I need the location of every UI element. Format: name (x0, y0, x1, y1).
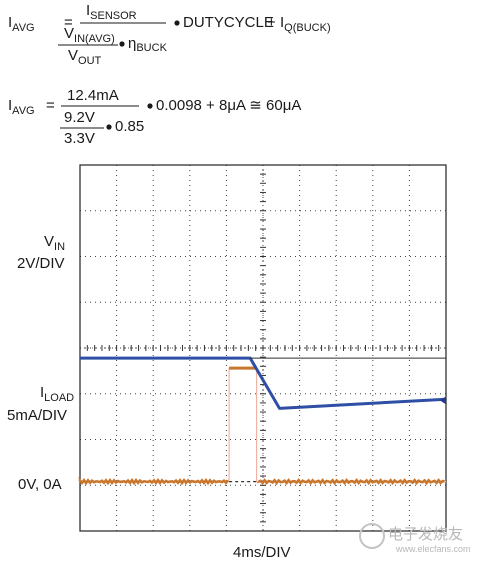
eq1-vout: VOUT (68, 47, 102, 67)
scope-labels: VIN 2V/DIV ILOAD 5mA/DIV 0V, 0A 4ms/DIV (7, 233, 291, 561)
watermark-cn: 电子发烧友 (388, 526, 463, 543)
eq2-eta: 0.85 (115, 118, 144, 135)
eq1-vin-avg: VIN(AVG) (64, 25, 115, 45)
eq2-lhs: IAVG (8, 97, 35, 117)
eq1-dot-1 (119, 41, 125, 47)
eq2-vout: 3.3V (64, 130, 95, 147)
channel-marker-icon (440, 396, 446, 405)
iload-scale-label: 5mA/DIV (7, 407, 67, 424)
equation-2: IAVG = 12.4mA 9.2V 3.3V 0.85 0.0098 + 8μ… (8, 87, 301, 147)
eq1-dot-2 (174, 20, 180, 26)
vin-scale-label: 2V/DIV (17, 255, 65, 272)
iload-baseline-left (78, 476, 229, 486)
eq1-dutycycle: DUTYCYCLE (183, 14, 274, 31)
eq1-equals: = (64, 14, 73, 31)
scope-grid (80, 165, 446, 531)
watermark-logo-icon (359, 523, 385, 549)
watermark: 电子发烧友 www.elecfans.com (359, 523, 471, 554)
eq2-equals: = (46, 97, 55, 114)
vin-label: VIN (44, 233, 65, 253)
iload-label: ILOAD (40, 384, 74, 404)
zero-reference-label: 0V, 0A (18, 476, 62, 493)
watermark-url: www.elecfans.com (395, 544, 471, 554)
vin-trace (80, 356, 447, 410)
eq2-dot-2 (147, 103, 153, 109)
eq1-numerator: ISENSOR (86, 2, 137, 22)
eq1-plus: + (267, 14, 276, 31)
eq2-numerator: 12.4mA (67, 87, 119, 104)
eq2-tail: 0.0098 + 8μA ≅ 60μA (156, 97, 301, 114)
eq1-iq: IQ(BUCK) (280, 14, 331, 34)
scope-frame (79, 164, 447, 532)
eq1-lhs: IAVG (8, 14, 35, 34)
iload-baseline-right (257, 478, 445, 486)
equation-1: IAVG = ISENSOR VIN(AVG) VOUT ηBUCK DUTYC… (8, 2, 331, 67)
eq1-eta: ηBUCK (128, 35, 168, 54)
scope-traces (78, 356, 447, 486)
eq2-dot-1 (106, 124, 112, 130)
timebase-label: 4ms/DIV (233, 544, 291, 561)
eq2-vin: 9.2V (64, 109, 95, 126)
